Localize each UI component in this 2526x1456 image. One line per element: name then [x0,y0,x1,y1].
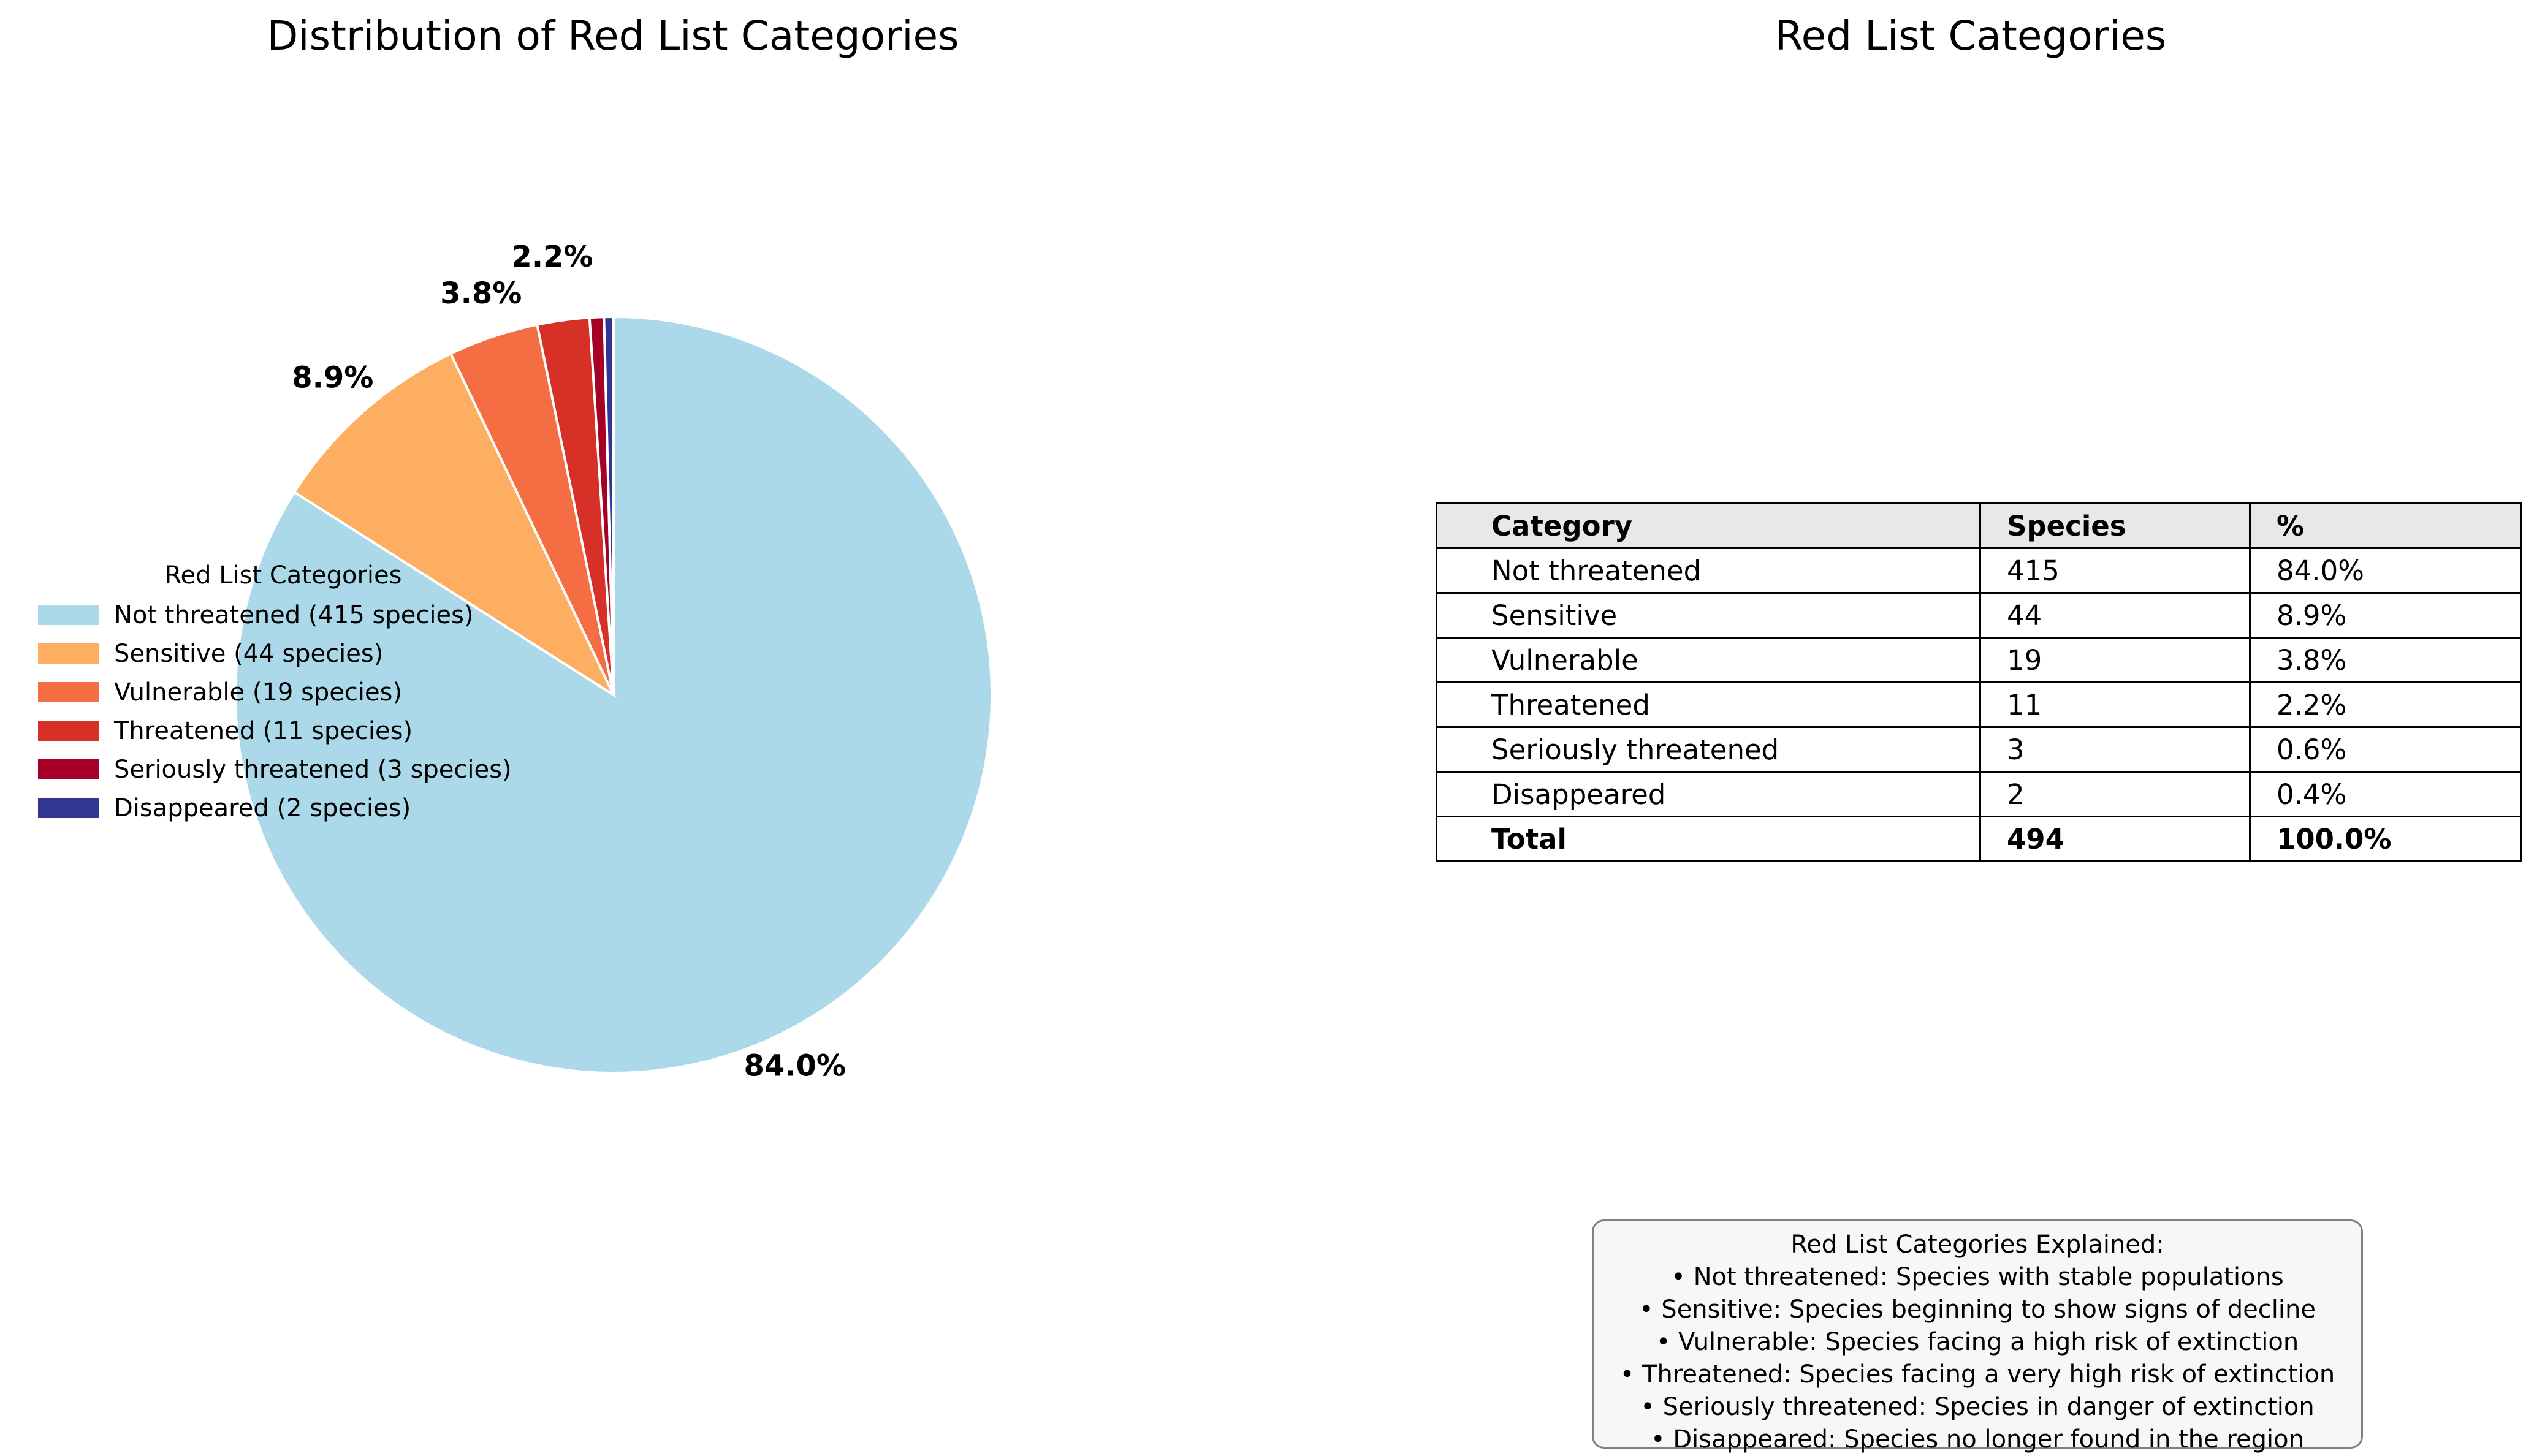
pie-slice-disappeared [603,315,615,696]
table-row: Threatened 11 2.2% [1436,681,2522,728]
pie-legend: Red List Categories Not threatened (415 … [38,561,528,827]
legend-swatch [38,721,99,741]
table-cell: 19 [1979,637,2251,683]
table-cell: Species [1979,502,2251,549]
legend-item: Seriously threatened (3 species) [38,750,528,789]
table-cell: Disappeared [1436,771,1981,817]
explanation-line: • Threatened: Species facing a very high… [1619,1360,2335,1389]
table-cell: 0.4% [2249,771,2522,817]
table-cell: 100.0% [2249,816,2522,862]
table-total-row: Total 494 100.0% [1436,816,2522,862]
pie-slice-sensitive [292,352,617,699]
legend-label: Not threatened (415 species) [114,601,474,629]
legend-label: Sensitive (44 species) [114,639,384,668]
table-title: Red List Categories [1775,12,2167,59]
categories-explanation-box: Red List Categories Explained: • Not thr… [1592,1219,2363,1454]
legend-swatch [38,759,99,779]
table-cell: 8.9% [2249,592,2522,639]
table-row: Disappeared 2 0.4% [1436,771,2522,817]
table-cell: 494 [1979,816,2251,862]
table-cell: 0.6% [2249,726,2522,773]
pie-label-background [289,354,376,401]
pie-percent-label: 3.8% [440,276,522,311]
table-cell: 3.8% [2249,637,2522,683]
table-cell: 2 [1979,771,2251,817]
legend-label: Disappeared (2 species) [114,794,411,822]
table-row: Not threatened 415 84.0% [1436,547,2522,594]
pie-percent-label: 84.0% [744,1049,846,1083]
red-list-table: Category Species% Not threatened 415 84.0% Se… [1436,502,2522,862]
table-cell: 415 [1979,547,2251,594]
table-cell: 3 [1979,726,2251,773]
table-row: Sensitive 44 8.9% [1436,592,2522,639]
legend-swatch [38,643,99,664]
table-row: Seriously threatened 3 0.6% [1436,726,2522,773]
explanation-line: • Sensitive: Species beginning to show s… [1639,1295,2316,1324]
table-cell: Sensitive [1436,592,1981,639]
table-cell: Category [1436,502,1981,549]
explanation-line: • Seriously threatened: Species in dange… [1640,1393,2315,1421]
legend-swatch [38,682,99,702]
table-cell: Threatened [1436,681,1981,728]
legend-item: Sensitive (44 species) [38,634,528,673]
explanation-line: • Vulnerable: Species facing a high risk… [1656,1328,2299,1356]
pie-chart-title: Distribution of Red List Categories [267,12,959,59]
legend-title: Red List Categories [164,561,402,590]
legend-label: Vulnerable (19 species) [114,678,403,707]
table-cell: Total [1436,816,1981,862]
table-row: Vulnerable 19 3.8% [1436,637,2522,683]
table-cell: 2.2% [2249,681,2522,728]
pie-chart: 84.0% 8.9% 3.8%2.2% [234,240,993,1083]
table-cell: 84.0% [2249,547,2522,594]
explanation-line: • Not threatened: Species with stable po… [1671,1263,2284,1291]
legend-label: Seriously threatened (3 species) [114,755,512,784]
table-cell: % [2249,502,2522,549]
table-cell: 11 [1979,681,2251,728]
legend-item: Not threatened (415 species) [38,596,528,634]
table-header-row: Category Species% [1436,502,2522,549]
legend-label: Threatened (11 species) [114,716,413,745]
legend-item: Vulnerable (19 species) [38,673,528,711]
table-cell: Vulnerable [1436,637,1981,683]
explanation-title: Red List Categories Explained: [1790,1230,2164,1259]
legend-item: Disappeared (2 species) [38,789,528,827]
pie-percent-label: 8.9% [292,361,373,395]
legend-item: Threatened (11 species) [38,711,528,750]
table-cell: Not threatened [1436,547,1981,594]
table-cell: Seriously threatened [1436,726,1981,773]
legend-swatch [38,605,99,625]
pie-percent-label: 2.2% [511,240,593,274]
table-cell: 44 [1979,592,2251,639]
explanation-line: • Disappeared: Species no longer found i… [1651,1425,2304,1454]
legend-swatch [38,798,99,818]
